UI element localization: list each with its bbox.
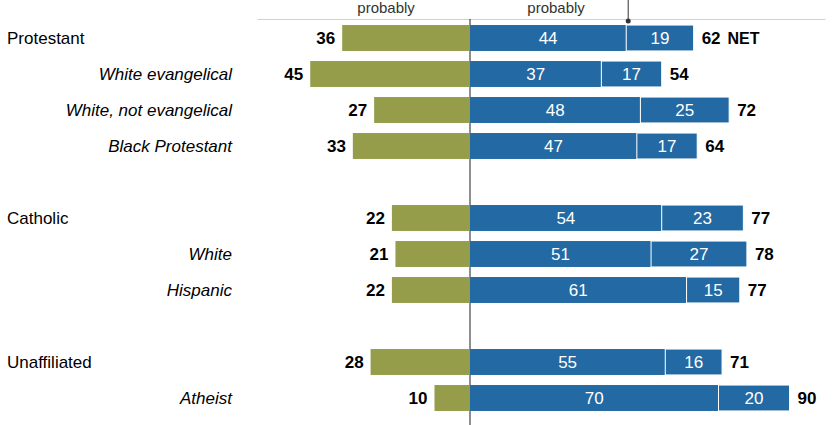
bar [719,385,790,411]
data-label: 17 [622,65,641,84]
net-label: 72 [737,101,756,120]
leader-dot [626,19,631,24]
net-label: 62 [702,29,721,48]
data-label: 28 [345,353,364,372]
bar [392,205,470,231]
data-label: 23 [693,209,712,228]
category-label: Black Protestant [108,137,233,156]
bar [637,133,697,159]
bars [310,25,789,411]
data-label: 54 [556,209,575,228]
data-label: 33 [327,137,346,156]
data-label: 21 [370,245,389,264]
header: probably [527,0,585,16]
bar [392,277,470,303]
category-label: Catholic [7,209,69,228]
data-label: 22 [366,281,385,300]
bar [371,349,470,375]
bar [665,349,722,375]
bar [626,25,693,51]
labels: probably probably Protestant 36 44 19 62 NET Whi… [7,0,816,408]
net-label: 78 [755,245,774,264]
net-title: NET [728,30,760,47]
bar [374,97,470,123]
bar [470,205,662,231]
data-label: 17 [658,137,677,156]
category-label: Atheist [179,389,233,408]
bar [601,61,661,87]
category-label: Unaffiliated [7,353,92,372]
bar [470,97,640,123]
data-label: 48 [546,101,565,120]
data-label: 19 [650,29,669,48]
axis-line [258,19,826,20]
data-label: 47 [544,137,563,156]
bar [470,385,719,411]
net-label: 64 [705,137,724,156]
data-label: 55 [558,353,577,372]
net-label: 54 [670,65,689,84]
bar [470,25,626,51]
chart: probably probably Protestant 36 44 19 62 NET Whi… [0,0,840,425]
data-label: 20 [745,389,764,408]
data-label: 27 [348,101,367,120]
data-label: 44 [539,29,558,48]
data-label: 15 [704,281,723,300]
bar [470,349,665,375]
bar [342,25,470,51]
category-label: Protestant [7,29,85,48]
bar [470,61,601,87]
category-label: White evangelical [99,65,233,84]
net-label: 77 [751,209,770,228]
bar [395,241,470,267]
data-label: 36 [316,29,335,48]
bar [662,205,744,231]
bar [687,277,740,303]
bar [470,277,687,303]
bar [310,61,470,87]
header: probably [357,0,415,16]
data-label: 10 [409,389,428,408]
net-label: 71 [730,353,749,372]
leader-line [628,0,629,21]
bar [651,241,747,267]
bar [435,385,471,411]
data-label: 37 [526,65,545,84]
x-axis [258,19,826,21]
category-label: White, not evangelical [66,101,234,120]
data-label: 22 [366,209,385,228]
data-label: 25 [675,101,694,120]
data-label: 45 [284,65,303,84]
net-label: 77 [748,281,767,300]
data-label: 61 [569,281,588,300]
bar [470,241,651,267]
data-label: 27 [690,245,709,264]
category-label: White [189,245,232,264]
category-label: Hispanic [167,281,233,300]
bar [470,133,637,159]
data-label: 70 [585,389,604,408]
bar [640,97,729,123]
data-label: 51 [551,245,570,264]
data-label: 16 [684,353,703,372]
bar [353,133,470,159]
net-label: 90 [798,389,817,408]
